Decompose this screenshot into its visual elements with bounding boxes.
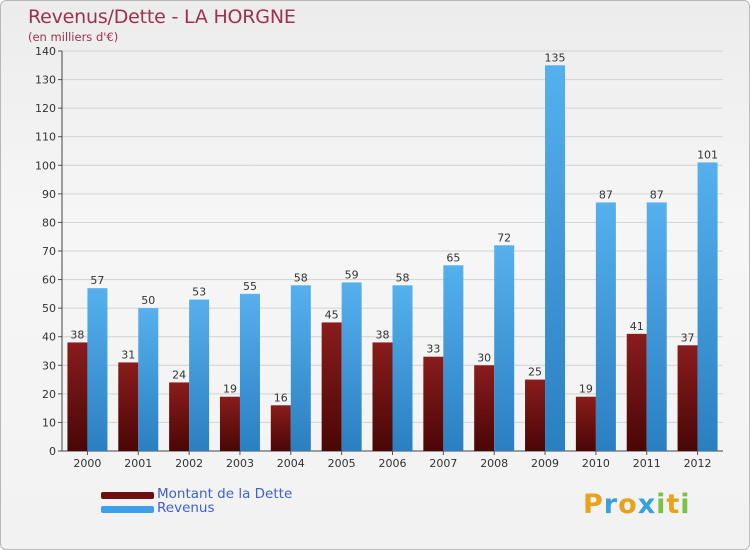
y-tick-label: 0: [49, 445, 56, 458]
bar-dette: [474, 365, 495, 451]
bar-revenus: [595, 202, 616, 451]
x-tick-label: 2005: [328, 457, 356, 470]
bar-revenus: [443, 265, 464, 451]
logo-letter: i: [656, 489, 667, 520]
data-label-revenus: 87: [599, 188, 613, 201]
legend-swatch-revenus: [101, 506, 154, 513]
data-label-dette: 24: [172, 368, 186, 381]
y-tick-label: 130: [35, 74, 56, 87]
bar-dette: [321, 322, 342, 451]
logo-letter: P: [583, 489, 604, 520]
y-tick-label: 100: [35, 159, 56, 172]
y-tick-label: 30: [42, 359, 56, 372]
axes: 0 10 20 30 40 50 60 70 80 90 100 110 120 130 140 2000 20…: [35, 45, 723, 470]
bar-revenus: [392, 285, 413, 451]
y-tick-label: 90: [42, 188, 56, 201]
bars: [67, 65, 718, 452]
data-label-revenus: 87: [650, 188, 664, 201]
x-tick-label: 2007: [429, 457, 457, 470]
y-tick-label: 80: [42, 216, 56, 229]
bar-dette: [169, 382, 190, 451]
data-label-dette: 30: [477, 351, 491, 364]
chart-subtitle: (en milliers d'€): [28, 30, 119, 44]
data-label-revenus: 72: [497, 231, 511, 244]
data-label-dette: 41: [630, 320, 644, 333]
data-labels: 38 57 31 50 24 53 19 55 16 58 45 59 38 58 33 65 30 72 25 13…: [70, 51, 718, 404]
bar-dette: [525, 379, 546, 451]
data-label-dette: 38: [376, 328, 390, 341]
bar-dette: [67, 342, 88, 451]
data-label-revenus: 59: [345, 268, 359, 281]
data-label-revenus: 101: [697, 148, 718, 161]
data-label-dette: 25: [528, 366, 542, 379]
data-label-dette: 45: [325, 308, 339, 321]
bar-revenus: [697, 162, 718, 451]
bar-revenus: [290, 285, 311, 451]
data-label-dette: 33: [426, 343, 440, 356]
x-tick-label: 2011: [633, 457, 661, 470]
bar-dette: [423, 356, 444, 451]
y-tick-label: 40: [42, 331, 56, 344]
logo-letter: r: [603, 489, 619, 520]
data-label-revenus: 57: [90, 274, 104, 287]
bar-dette: [575, 396, 596, 451]
x-tick-label: 2009: [531, 457, 559, 470]
y-tick-label: 20: [42, 388, 56, 401]
bar-dette: [372, 342, 393, 451]
logo-letter: x: [637, 489, 657, 520]
legend-swatch-dette: [101, 492, 154, 499]
bar-revenus: [646, 202, 667, 451]
x-tick-label: 2002: [175, 457, 203, 470]
data-label-revenus: 58: [294, 271, 308, 284]
data-label-revenus: 58: [396, 271, 410, 284]
data-label-revenus: 135: [545, 51, 566, 64]
x-tick-label: 2008: [480, 457, 508, 470]
y-tick-label: 10: [42, 416, 56, 429]
bar-dette: [118, 362, 139, 451]
logo-letter: i: [680, 489, 691, 520]
bar-dette: [219, 396, 240, 451]
bar-revenus: [138, 308, 159, 451]
data-label-dette: 31: [121, 348, 135, 361]
data-label-revenus: 53: [192, 286, 206, 299]
bar-revenus: [341, 282, 362, 451]
x-tick-label: 2012: [684, 457, 712, 470]
y-tick-label: 50: [42, 302, 56, 315]
legend-label-revenus: Revenus: [157, 500, 215, 516]
y-tick-label: 60: [42, 274, 56, 287]
data-label-revenus: 65: [446, 251, 460, 264]
data-label-dette: 16: [274, 391, 288, 404]
bar-revenus: [545, 65, 566, 452]
y-tick-label: 70: [42, 245, 56, 258]
legend-label-dette: Montant de la Dette: [157, 486, 293, 502]
x-tick-label: 2010: [582, 457, 610, 470]
data-label-dette: 19: [223, 383, 237, 396]
bar-revenus: [87, 288, 108, 451]
x-tick-label: 2001: [124, 457, 152, 470]
bar-dette: [626, 333, 647, 451]
bar-revenus: [494, 245, 515, 451]
proxiti-logo: Proxiti: [583, 489, 691, 520]
bar-dette: [677, 345, 698, 451]
data-label-revenus: 50: [141, 294, 155, 307]
chart-title: Revenus/Dette - LA HORGNE: [28, 6, 296, 28]
data-label-dette: 37: [681, 331, 695, 344]
y-tick-label: 110: [35, 131, 56, 144]
logo-letter: o: [618, 489, 638, 520]
x-tick-label: 2006: [379, 457, 407, 470]
logo-letter: t: [666, 489, 681, 520]
y-tick-label: 120: [35, 102, 56, 115]
bar-revenus: [189, 299, 210, 451]
x-tick-label: 2004: [277, 457, 305, 470]
data-label-dette: 19: [579, 383, 593, 396]
bar-revenus: [239, 293, 260, 451]
bar-dette: [270, 405, 291, 451]
y-tick-label: 140: [35, 45, 56, 58]
data-label-revenus: 55: [243, 280, 257, 293]
data-label-dette: 38: [70, 328, 84, 341]
x-tick-label: 2003: [226, 457, 254, 470]
x-tick-label: 2000: [73, 457, 101, 470]
